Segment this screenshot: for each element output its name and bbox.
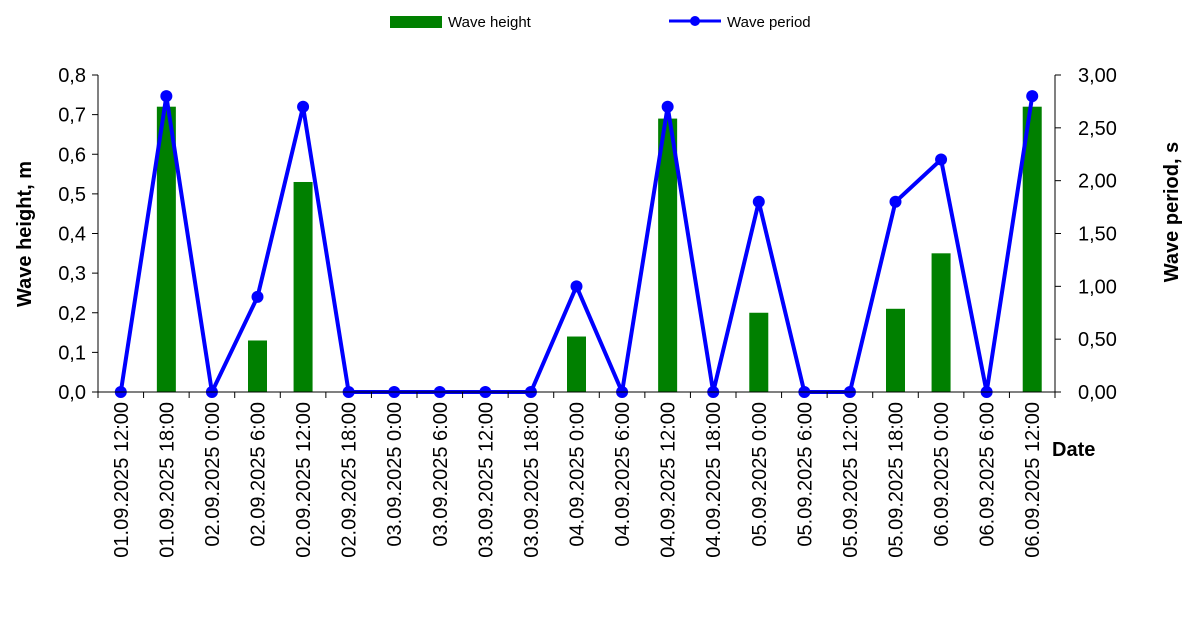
x-axis-title: Date [1052,439,1095,461]
y2-axis-title: Wave period, s [1161,142,1183,282]
left-y-tick-labels: 0,0 0,1 0,2 0,3 0,4 0,5 0,6 0,7 0,8 [58,65,98,404]
x-tick-label: 05.09.2025 18:00 [886,402,908,558]
right-y-tick-label: 2,50 [1078,118,1117,140]
x-tick-label: 04.09.2025 6:00 [612,402,634,547]
bar-wave-height [931,253,951,392]
x-tick-label: 02.09.2025 12:00 [293,402,315,558]
x-tick-label: 06.09.2025 6:00 [977,402,999,547]
x-tick-label: 04.09.2025 0:00 [567,402,589,547]
wave-period-point [160,90,173,103]
wave-period-point [297,100,310,113]
bar-wave-height [658,118,678,393]
x-tick-label: 02.09.2025 6:00 [248,402,270,547]
legend-wave-period-marker [690,16,700,26]
right-y-tick-label: 2,00 [1078,171,1117,193]
bar-wave-height [567,336,586,392]
legend-wave-height-swatch [390,16,442,28]
x-tick-label: 01.09.2025 18:00 [156,402,178,558]
x-tick-label: 02.09.2025 18:00 [339,402,361,558]
legend-wave-height-label: Wave height [448,14,532,31]
bar-wave-height [1022,106,1042,392]
x-tick-label: 03.09.2025 18:00 [521,402,543,558]
wave-period-point [1026,90,1039,103]
left-y-tick-label: 0,0 [58,382,86,404]
x-tick-label: 05.09.2025 0:00 [749,402,771,547]
wave-period-point [570,280,583,293]
x-tick-label: 03.09.2025 6:00 [430,402,452,547]
x-tick-label: 05.09.2025 6:00 [794,402,816,547]
left-y-tick-label: 0,8 [58,65,86,87]
left-y-tick-label: 0,2 [58,303,86,325]
wave-period-point [251,290,264,303]
wave-period-point [935,153,948,166]
bar-wave-height [749,312,769,392]
right-y-tick-label: 1,00 [1078,276,1117,298]
wave-period-point [661,100,674,113]
right-y-tick-label: 0,50 [1078,329,1117,351]
x-tick-label: 06.09.2025 12:00 [1022,402,1044,558]
bar-wave-height [248,340,267,392]
left-y-tick-label: 0,6 [58,144,86,166]
right-y-tick-labels: 0,00 0,50 1,00 1,50 2,00 2,50 3,00 [1055,65,1117,404]
legend-wave-period-label: Wave period [727,14,811,31]
y-axis-title: Wave height, m [14,161,36,307]
wave-period-point [889,195,902,208]
legend: Wave height Wave period [390,14,811,31]
left-y-tick-label: 0,1 [58,342,86,364]
x-tick-label: 01.09.2025 12:00 [111,402,133,558]
x-tick-label: 05.09.2025 12:00 [840,402,862,558]
right-y-tick-label: 1,50 [1078,224,1117,246]
left-y-tick-label: 0,7 [58,105,86,127]
right-y-tick-label: 0,00 [1078,382,1117,404]
x-tick-label: 03.09.2025 12:00 [475,402,497,558]
bar-wave-height [293,181,313,392]
right-y-tick-label: 3,00 [1078,65,1117,87]
left-y-tick-label: 0,4 [58,224,86,246]
wave-period-point [752,195,765,208]
bar-wave-height [886,308,905,392]
x-tick-label: 04.09.2025 18:00 [703,402,725,558]
bar-wave-height [156,106,176,392]
left-y-tick-label: 0,5 [58,184,86,206]
bar-series [156,106,1042,393]
x-tick-label: 04.09.2025 12:00 [658,402,680,558]
left-y-tick-label: 0,3 [58,263,86,285]
x-tick-label: 02.09.2025 0:00 [202,402,224,547]
x-tick-label: 03.09.2025 0:00 [384,402,406,547]
x-tick-labels: 01.09.2025 12:00 01.09.2025 18:00 02.09.20… [97,392,1056,558]
x-tick-label: 06.09.2025 0:00 [931,402,953,547]
